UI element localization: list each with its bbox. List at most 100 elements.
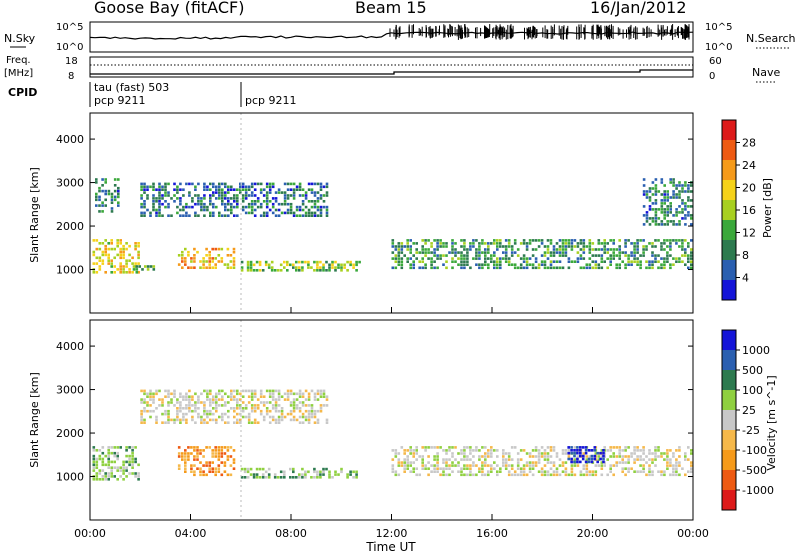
date-title: 16/Jan/2012	[590, 0, 687, 17]
echo-cell	[233, 421, 236, 424]
echo-cell	[445, 464, 448, 467]
echo-cell	[104, 247, 107, 251]
echo-cell	[274, 421, 278, 424]
echo-cell	[672, 467, 675, 470]
echo-cell	[609, 464, 612, 467]
echo-cell	[645, 473, 648, 477]
x-tick-label: 00:00	[74, 527, 106, 540]
echo-cell	[226, 473, 230, 477]
echo-cell	[265, 205, 269, 209]
echo-cell	[594, 473, 598, 477]
echo-cell	[567, 457, 570, 461]
echo-cell	[211, 247, 214, 251]
echo-cell	[152, 392, 155, 396]
echo-cell	[140, 185, 143, 189]
echo-cell	[101, 451, 105, 455]
echo-cell	[663, 248, 666, 251]
echo-cell	[576, 260, 580, 263]
echo-cell	[666, 455, 669, 458]
echo-cell	[206, 412, 209, 416]
echo-cell	[678, 239, 681, 242]
echo-cell	[107, 189, 111, 193]
echo-cell	[564, 470, 568, 473]
echo-cell	[424, 464, 427, 467]
echo-cell	[280, 412, 284, 416]
echo-cell	[618, 266, 621, 270]
echo-cell	[391, 470, 395, 473]
echo-cell	[564, 452, 568, 455]
echo-cell	[283, 200, 287, 203]
echo-cell	[140, 412, 143, 416]
echo-cell	[167, 202, 170, 206]
echo-cell	[552, 266, 556, 270]
echo-cell	[666, 251, 669, 254]
echo-cell	[478, 251, 481, 254]
echo-cell	[406, 455, 409, 458]
echo-cell	[193, 247, 196, 251]
echo-cell	[170, 392, 173, 396]
echo-cell	[502, 461, 505, 464]
echo-cell	[107, 451, 110, 455]
echo-cell	[316, 197, 320, 200]
echo-cell	[167, 191, 170, 194]
echo-cell	[487, 266, 490, 270]
echo-cell	[177, 254, 181, 257]
echo-cell	[406, 242, 409, 245]
echo-cell	[137, 475, 140, 478]
echo-cell	[516, 467, 520, 470]
echo-cell	[469, 266, 472, 270]
echo-cell	[134, 460, 137, 464]
echo-cell	[325, 398, 329, 401]
echo-cell	[298, 415, 302, 419]
echo-cell	[113, 451, 116, 455]
echo-cell	[161, 202, 164, 206]
echo-cell	[564, 239, 568, 242]
echo-cell	[412, 470, 415, 473]
echo-cell	[582, 257, 586, 260]
echo-cell	[624, 461, 627, 464]
echo-cell	[253, 392, 257, 396]
echo-cell	[149, 214, 152, 217]
echo-cell	[185, 398, 188, 401]
echo-cell	[250, 421, 254, 424]
echo-cell	[190, 260, 193, 263]
echo-cell	[421, 260, 424, 263]
echo-cell	[633, 254, 636, 257]
echo-cell	[588, 242, 592, 245]
echo-cell	[463, 245, 466, 248]
echo-cell	[439, 467, 442, 470]
echo-cell	[516, 266, 520, 270]
echo-cell	[256, 407, 260, 410]
echo-cell	[690, 452, 693, 455]
echo-cell	[531, 239, 535, 242]
echo-cell	[546, 266, 550, 270]
echo-cell	[274, 200, 278, 203]
echo-cell	[141, 268, 144, 271]
echo-cell	[140, 205, 143, 209]
echo-cell	[463, 449, 466, 452]
echo-cell	[298, 473, 301, 476]
echo-cell	[271, 418, 275, 422]
echo-cell	[233, 415, 236, 419]
echo-cell	[214, 467, 217, 470]
echo-cell	[328, 266, 331, 269]
echo-cell	[110, 207, 114, 210]
echo-cell	[651, 208, 655, 211]
echo-cell	[173, 395, 176, 398]
echo-cell	[687, 205, 690, 208]
echo-cell	[149, 415, 152, 419]
echo-cell	[116, 478, 119, 481]
echo-cell	[227, 185, 230, 189]
echo-cell	[144, 265, 147, 268]
echo-cell	[690, 251, 693, 254]
echo-cell	[633, 452, 636, 455]
echo-cell	[92, 454, 96, 458]
echo-cell	[657, 190, 661, 193]
echo-cell	[203, 205, 206, 209]
echo-cell	[337, 263, 340, 267]
echo-cell	[241, 407, 245, 410]
echo-cell	[113, 189, 117, 193]
echo-cell	[247, 211, 251, 215]
echo-cell	[273, 476, 277, 479]
echo-cell	[298, 407, 302, 410]
